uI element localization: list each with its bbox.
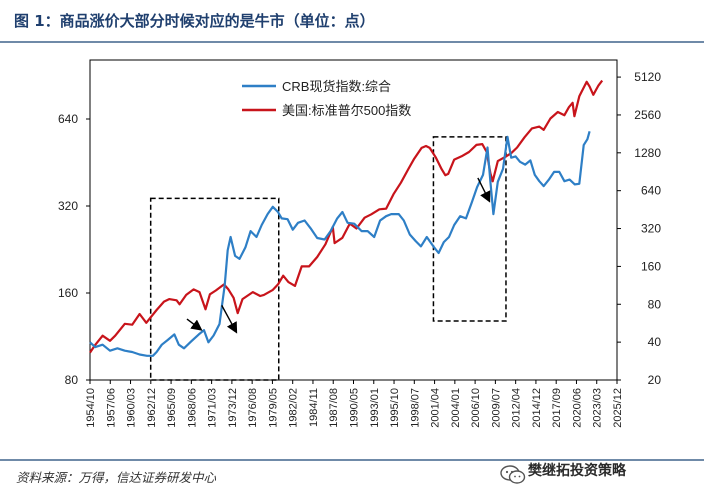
- y-right-tick-label: 80: [648, 297, 662, 311]
- x-tick-label: 1954/10: [85, 388, 97, 428]
- x-tick-label: 1982/02: [288, 388, 300, 428]
- y-right-tick-label: 40: [648, 335, 662, 349]
- x-tick-label: 1962/12: [146, 388, 158, 428]
- dashed-highlight-box: [149, 197, 280, 381]
- annotation-arrow: [186, 318, 203, 331]
- annotation-arrow: [477, 177, 491, 203]
- x-tick-label: 1979/05: [267, 388, 279, 428]
- x-tick-label: 2025/12: [612, 388, 624, 428]
- y-left-tick-label: 160: [58, 286, 78, 300]
- x-tick-label: 2014/12: [531, 388, 543, 428]
- x-tick-label: 2004/01: [450, 388, 462, 428]
- y-left-tick-label: 640: [58, 112, 78, 126]
- y-right-tick-label: 5120: [634, 70, 661, 84]
- y-left-tick-label: 320: [58, 199, 78, 213]
- x-tick-label: 1984/11: [308, 388, 320, 427]
- series-line-crb: [89, 131, 591, 357]
- top-divider: [0, 41, 704, 43]
- x-tick-label: 2006/10: [470, 388, 482, 428]
- x-tick-label: 1971/03: [207, 388, 219, 428]
- y-right-tick-label: 320: [641, 222, 661, 236]
- x-tick-label: 1987/08: [328, 388, 340, 428]
- watermark: 樊继拓投资策略: [528, 463, 626, 479]
- x-tick-label: 2023/03: [592, 388, 604, 428]
- x-tick-label: 2020/06: [571, 388, 583, 428]
- x-tick-label: 1965/09: [166, 388, 178, 428]
- x-tick-label: 1957/06: [105, 388, 117, 428]
- x-tick-label: 2017/09: [551, 388, 563, 428]
- dashed-highlight-box: [432, 136, 507, 322]
- x-tick-label: 1960/03: [126, 388, 138, 428]
- y-right-tick-label: 160: [641, 259, 661, 273]
- figure-title: 图 1：商品涨价大部分时候对应的是牛市（单位：点）: [14, 12, 375, 30]
- x-tick-label: 2012/04: [511, 388, 523, 428]
- x-tick-label: 2001/04: [430, 388, 442, 428]
- y-right-tick-label: 1280: [634, 146, 661, 160]
- x-tick-label: 1976/08: [247, 388, 259, 428]
- x-tick-label: 1993/01: [369, 388, 381, 428]
- source-note: 资料来源：万得，信达证券研发中心: [16, 470, 217, 485]
- x-tick-label: 2009/07: [490, 388, 502, 428]
- y-right-tick-label: 640: [641, 184, 661, 198]
- bottom-divider: [0, 459, 704, 461]
- annotation-arrow: [221, 305, 238, 334]
- y-left-tick-label: 80: [65, 373, 79, 387]
- legend-label-sp500: 美国:标准普尔500指数: [282, 103, 411, 118]
- wechat-icon: [500, 465, 526, 484]
- legend-label-crb: CRB现货指数:综合: [282, 79, 391, 94]
- y-right-tick-label: 20: [648, 373, 662, 387]
- x-tick-label: 1990/05: [349, 388, 361, 428]
- series-line-sp500: [89, 79, 604, 354]
- y-right-tick-label: 2560: [634, 108, 661, 122]
- x-tick-label: 1973/12: [227, 388, 239, 428]
- x-tick-label: 1995/10: [389, 388, 401, 428]
- x-tick-label: 1998/07: [409, 388, 421, 428]
- x-tick-label: 1968/06: [186, 388, 198, 428]
